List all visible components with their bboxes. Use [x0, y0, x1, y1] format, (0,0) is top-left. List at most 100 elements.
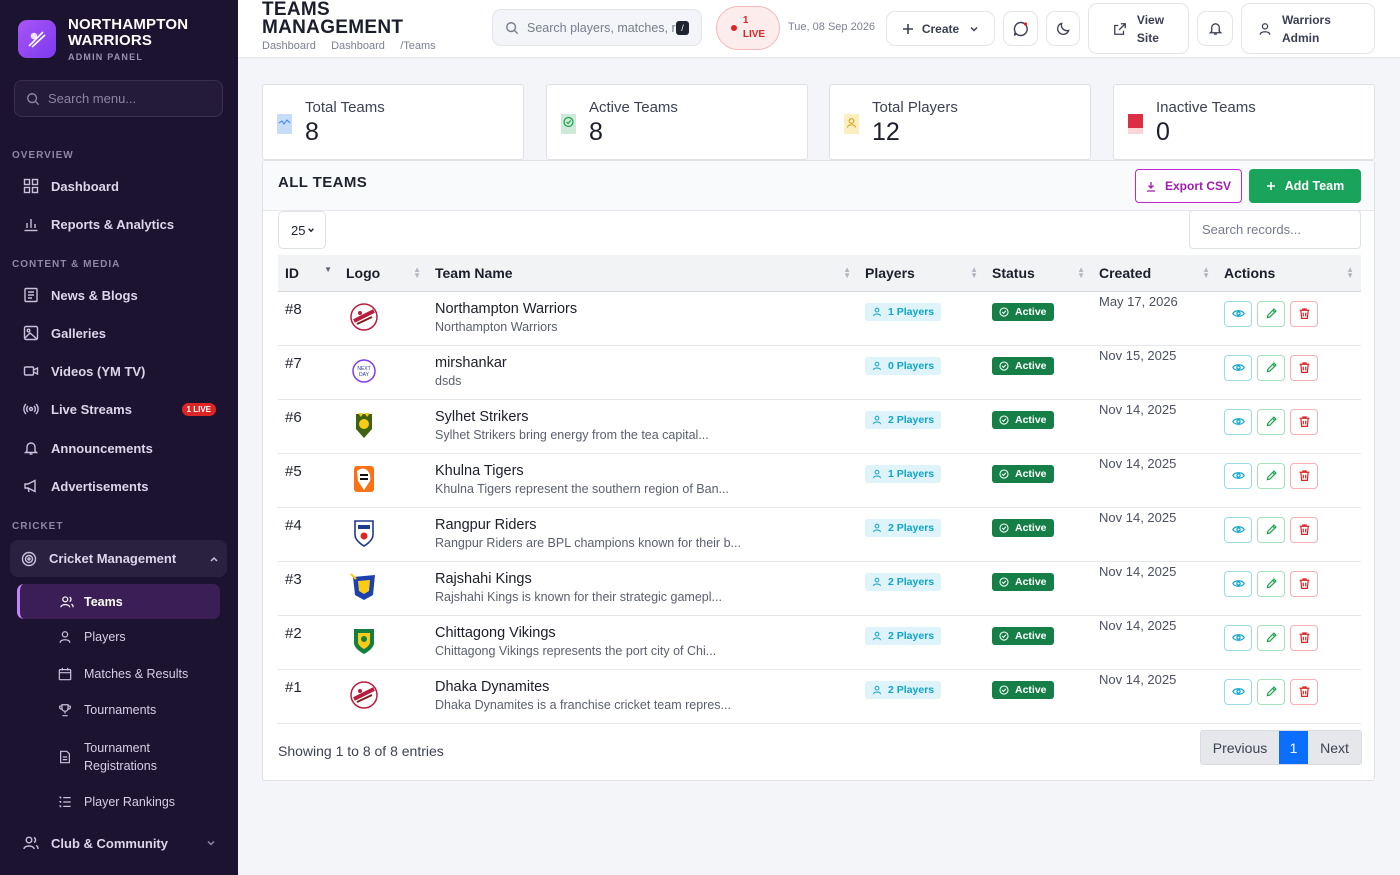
edit-button[interactable] [1257, 678, 1285, 705]
stat-label: Total Teams [305, 99, 385, 116]
team-name-cell: Rangpur Riders Rangpur Riders are BPL cha… [428, 507, 858, 562]
user-name-2: Admin [1282, 30, 1320, 45]
sidebar-sub-tournaments[interactable]: Tournaments [46, 693, 220, 727]
sidebar-item-club-community[interactable]: Club & Community [12, 825, 224, 861]
view-button[interactable] [1224, 300, 1252, 327]
edit-button[interactable] [1257, 300, 1285, 327]
user-icon [873, 577, 881, 586]
edit-button[interactable] [1257, 624, 1285, 651]
panel-header: ALL TEAMS Export CSV Add Team [263, 161, 1374, 211]
view-button[interactable] [1224, 516, 1252, 543]
edit-button[interactable] [1257, 516, 1285, 543]
delete-button[interactable] [1290, 354, 1318, 381]
pencil-icon [1266, 578, 1277, 589]
team-name-cell: mirshankar dsds [428, 345, 858, 400]
trash-icon [1299, 470, 1309, 481]
sidebar-search-input[interactable]: Search menu... [14, 80, 223, 117]
view-button[interactable] [1224, 408, 1252, 435]
sidebar-item-dashboard[interactable]: Dashboard [12, 168, 224, 204]
team-name-cell: Dhaka Dynamites Dhaka Dynamites is a fran… [428, 669, 858, 724]
previous-page-button[interactable]: Previous [1201, 731, 1279, 764]
stat-card-inactive-teams: Inactive Teams 0 [1113, 84, 1375, 160]
search-icon [27, 92, 40, 105]
view-button[interactable] [1224, 570, 1252, 597]
column-header-label: Logo [346, 264, 381, 281]
edit-button[interactable] [1257, 462, 1285, 489]
edit-button[interactable] [1257, 354, 1285, 381]
live-indicator[interactable]: 1 LIVE [716, 6, 780, 50]
column-header-actions[interactable]: Actions ▲ ▼ [1217, 255, 1361, 292]
sidebar-item-videos[interactable]: Videos (YM TV) [12, 353, 224, 389]
trash-icon [1299, 578, 1309, 589]
sidebar-item-announcements[interactable]: Announcements [12, 430, 224, 466]
column-header-team-name[interactable]: Team Name ▲ ▼ [428, 255, 858, 292]
global-search-input[interactable]: Search players, matches, r / [492, 9, 702, 46]
user-icon [873, 307, 881, 316]
sidebar-item-cricket-management[interactable]: Cricket Management [10, 540, 227, 577]
column-header-id[interactable]: ID ▼ [278, 255, 339, 292]
view-site-button[interactable]: View Site [1088, 3, 1189, 54]
players-cell: 1 Players [858, 453, 985, 508]
column-header-label: ID [285, 264, 299, 281]
status-cell: Active [985, 399, 1092, 454]
status-label: Active [1015, 683, 1047, 696]
trash-icon [1299, 308, 1309, 319]
team-logo-cell [339, 291, 428, 346]
delete-button[interactable] [1290, 624, 1318, 651]
players-count: 2 Players [888, 521, 935, 534]
players-count: 2 Players [888, 575, 935, 588]
svg-text:DAY: DAY [359, 372, 370, 378]
view-button[interactable] [1224, 354, 1252, 381]
edit-button[interactable] [1257, 570, 1285, 597]
brand[interactable]: NORTHAMPTON WARRIORS ADMIN PANEL [0, 0, 238, 78]
team-logo-cell [339, 399, 428, 454]
sidebar-sub-teams[interactable]: Teams [17, 584, 220, 619]
theme-toggle-button[interactable] [1046, 11, 1080, 46]
export-csv-button[interactable]: Export CSV [1135, 169, 1242, 203]
breadcrumb[interactable]: Dashboard Dashboard /Teams [262, 40, 436, 52]
sidebar-item-label: Advertisements [51, 478, 149, 494]
check-circle-icon [999, 630, 1009, 641]
stat-value: 8 [589, 118, 603, 146]
column-header-status[interactable]: Status ▲ ▼ [985, 255, 1092, 292]
sidebar-sub-matches[interactable]: Matches & Results [46, 657, 220, 691]
delete-button[interactable] [1290, 516, 1318, 543]
delete-button[interactable] [1290, 570, 1318, 597]
next-page-button[interactable]: Next [1308, 731, 1361, 764]
team-name: mirshankar [435, 354, 507, 371]
sidebar-item-live-streams[interactable]: Live Streams 1 LIVE [12, 391, 224, 427]
user-menu-button[interactable]: Warriors Admin [1241, 3, 1375, 54]
sidebar-item-galleries[interactable]: Galleries [12, 315, 224, 351]
delete-button[interactable] [1290, 408, 1318, 435]
column-header-players[interactable]: Players ▲ ▼ [858, 255, 985, 292]
sidebar-item-label: Videos (YM TV) [51, 363, 146, 379]
sidebar-item-reports[interactable]: Reports & Analytics [12, 206, 224, 242]
pencil-icon [1266, 470, 1277, 481]
chat-button[interactable] [1003, 11, 1038, 46]
sidebar-item-advertisements[interactable]: Advertisements [12, 468, 224, 504]
sidebar-item-news[interactable]: News & Blogs [12, 277, 224, 313]
team-description: Khulna Tigers represent the southern reg… [435, 481, 729, 496]
sidebar-sub-tournament-registrations[interactable]: Tournament Registrations [46, 737, 220, 777]
edit-button[interactable] [1257, 408, 1285, 435]
view-button[interactable] [1224, 462, 1252, 489]
players-cell: 2 Players [858, 669, 985, 724]
table-search-input[interactable]: Search records... [1189, 210, 1361, 249]
add-team-button[interactable]: Add Team [1249, 169, 1361, 203]
create-button[interactable]: Create [886, 11, 995, 46]
delete-button[interactable] [1290, 462, 1318, 489]
page-1-button[interactable]: 1 [1279, 731, 1308, 764]
page-length-select[interactable]: 25 [278, 211, 326, 249]
sidebar-sub-player-rankings[interactable]: Player Rankings [46, 785, 220, 819]
pencil-icon [1266, 362, 1277, 373]
view-button[interactable] [1224, 624, 1252, 651]
notifications-button[interactable] [1197, 11, 1233, 46]
status-label: Active [1015, 413, 1047, 426]
sidebar-sub-label: Tournaments [84, 703, 157, 717]
delete-button[interactable] [1290, 678, 1318, 705]
column-header-created[interactable]: Created ▲ ▼ [1092, 255, 1217, 292]
column-header-logo[interactable]: Logo ▲ ▼ [339, 255, 428, 292]
sidebar-sub-players[interactable]: Players [46, 620, 220, 654]
delete-button[interactable] [1290, 300, 1318, 327]
view-button[interactable] [1224, 678, 1252, 705]
